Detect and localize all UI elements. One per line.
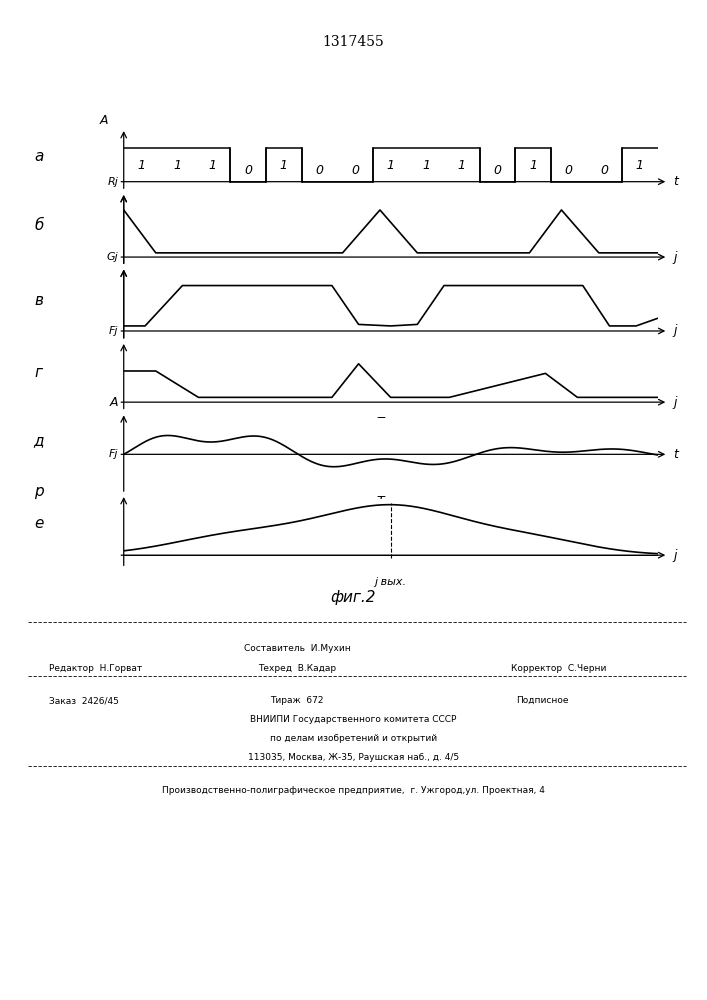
Text: T: T (376, 345, 384, 358)
Text: T: T (376, 416, 384, 429)
Text: 1: 1 (209, 159, 216, 172)
Text: 113035, Москва, Ж-35, Раушская наб., д. 4/5: 113035, Москва, Ж-35, Раушская наб., д. … (248, 753, 459, 762)
Text: Техред  В.Кадар: Техред В.Кадар (258, 664, 336, 673)
Text: 1: 1 (458, 159, 466, 172)
Text: а: а (34, 149, 44, 164)
Text: 0: 0 (315, 164, 323, 177)
Text: A: A (99, 114, 107, 127)
Text: 0: 0 (351, 164, 359, 177)
Text: 1: 1 (636, 159, 643, 172)
Text: е: е (34, 516, 44, 531)
Text: р: р (34, 484, 44, 499)
Text: Rj: Rj (107, 177, 118, 187)
Text: ВНИИПИ Государственного комитета СССР: ВНИИПИ Государственного комитета СССР (250, 715, 457, 724)
Text: 0: 0 (493, 164, 501, 177)
Text: t: t (674, 175, 679, 188)
Text: 1: 1 (138, 159, 146, 172)
Text: Fj: Fj (109, 449, 118, 459)
Text: j: j (674, 324, 677, 337)
Text: Производственно-полиграфическое предприятие,  г. Ужгород,ул. Проектная, 4: Производственно-полиграфическое предприя… (162, 786, 545, 795)
Text: Gj: Gj (107, 252, 118, 262)
Text: 1317455: 1317455 (322, 35, 385, 49)
Text: 1: 1 (422, 159, 430, 172)
Text: 0: 0 (565, 164, 573, 177)
Text: 1: 1 (529, 159, 537, 172)
Text: j вых.: j вых. (375, 577, 407, 587)
Text: 0: 0 (245, 164, 252, 177)
Text: по делам изобретений и открытий: по делам изобретений и открытий (270, 734, 437, 743)
Text: j: j (674, 549, 677, 562)
Text: б: б (34, 218, 44, 233)
Text: T: T (376, 271, 384, 284)
Text: t: t (674, 448, 679, 461)
Text: Корректор  С.Черни: Корректор С.Черни (511, 664, 606, 673)
Text: 1: 1 (280, 159, 288, 172)
Text: Составитель  И.Мухин: Составитель И.Мухин (244, 644, 350, 653)
Text: 1: 1 (387, 159, 395, 172)
Text: фиг.2: фиг.2 (331, 590, 376, 605)
Text: г: г (35, 365, 43, 380)
Text: 1: 1 (173, 159, 181, 172)
Text: T: T (376, 495, 384, 508)
Text: 0: 0 (600, 164, 608, 177)
Text: j: j (674, 396, 677, 409)
Text: Тираж  672: Тираж 672 (270, 696, 324, 705)
Text: Подписное: Подписное (516, 696, 568, 705)
Text: Заказ  2426/45: Заказ 2426/45 (49, 696, 119, 705)
Text: j: j (674, 251, 677, 264)
Text: Fj: Fj (109, 326, 118, 336)
Text: A: A (110, 396, 118, 409)
Text: д: д (34, 434, 44, 449)
Text: Редактор  Н.Горват: Редактор Н.Горват (49, 664, 143, 673)
Text: в: в (35, 293, 43, 308)
